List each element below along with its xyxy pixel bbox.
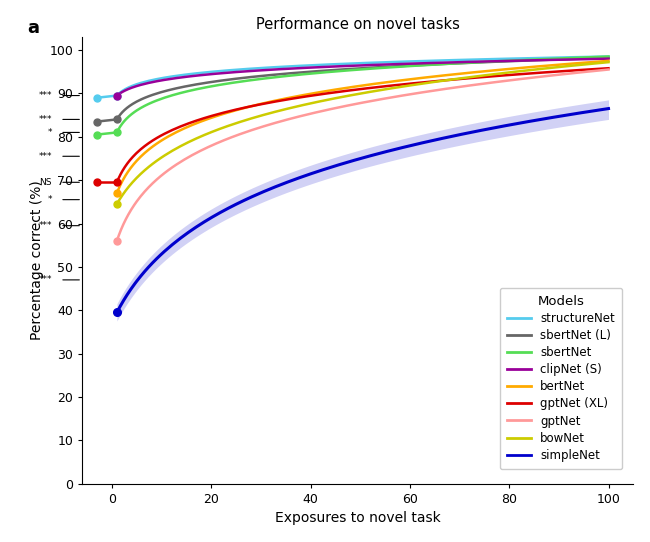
X-axis label: Exposures to novel task: Exposures to novel task (275, 511, 441, 525)
Legend: structureNet, sbertNet (L), sbertNet, clipNet (S), bertNet, gptNet (XL), gptNet,: structureNet, sbertNet (L), sbertNet, cl… (500, 288, 622, 469)
Text: ***: *** (38, 91, 52, 100)
Text: a: a (27, 19, 39, 37)
Text: ***: *** (38, 275, 52, 285)
Text: *: * (47, 195, 52, 204)
Text: ***: *** (38, 152, 52, 161)
Text: ***: *** (38, 221, 52, 230)
Y-axis label: Percentage correct (%): Percentage correct (%) (30, 180, 44, 340)
Title: Performance on novel tasks: Performance on novel tasks (256, 17, 460, 31)
Text: NS: NS (39, 178, 52, 187)
Text: *: * (47, 128, 52, 137)
Text: ***: *** (38, 115, 52, 124)
